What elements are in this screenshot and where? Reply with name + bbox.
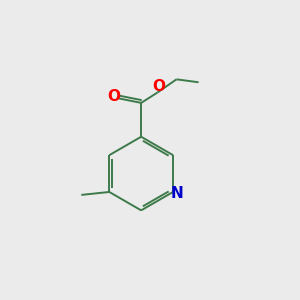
Text: O: O <box>152 79 165 94</box>
Text: N: N <box>171 186 184 201</box>
Text: O: O <box>107 89 120 104</box>
